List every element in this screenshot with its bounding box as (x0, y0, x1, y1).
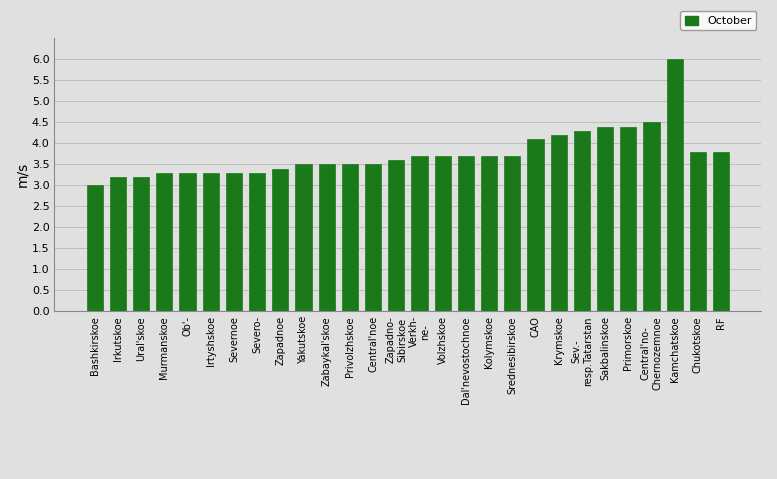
Bar (528, 139, 544, 311)
Bar (713, 152, 730, 311)
Bar (551, 135, 567, 311)
Bar (504, 156, 521, 311)
Bar (249, 173, 265, 311)
Bar (620, 126, 636, 311)
Bar (643, 122, 660, 311)
Bar (667, 59, 683, 311)
Bar (203, 173, 219, 311)
Bar (434, 156, 451, 311)
Bar (458, 156, 474, 311)
Bar (156, 173, 172, 311)
Bar (574, 131, 590, 311)
Legend: October: October (681, 11, 756, 31)
Bar (272, 169, 288, 311)
Bar (179, 173, 196, 311)
Bar (342, 164, 358, 311)
Bar (388, 160, 405, 311)
Bar (319, 164, 335, 311)
Bar (481, 156, 497, 311)
Y-axis label: m/s: m/s (15, 162, 29, 187)
Bar (365, 164, 382, 311)
Bar (411, 156, 427, 311)
Bar (597, 126, 613, 311)
Bar (690, 152, 706, 311)
Bar (133, 177, 149, 311)
Bar (110, 177, 126, 311)
Bar (295, 164, 312, 311)
Bar (86, 185, 103, 311)
Bar (226, 173, 242, 311)
